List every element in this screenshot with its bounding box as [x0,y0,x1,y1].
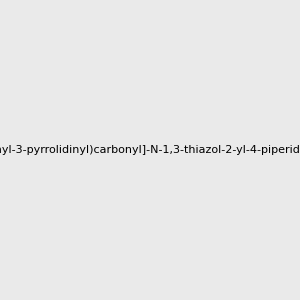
Text: 1-[(5-oxo-1-phenyl-3-pyrrolidinyl)carbonyl]-N-1,3-thiazol-2-yl-4-piperidinecarbo: 1-[(5-oxo-1-phenyl-3-pyrrolidinyl)carbon… [0,145,300,155]
